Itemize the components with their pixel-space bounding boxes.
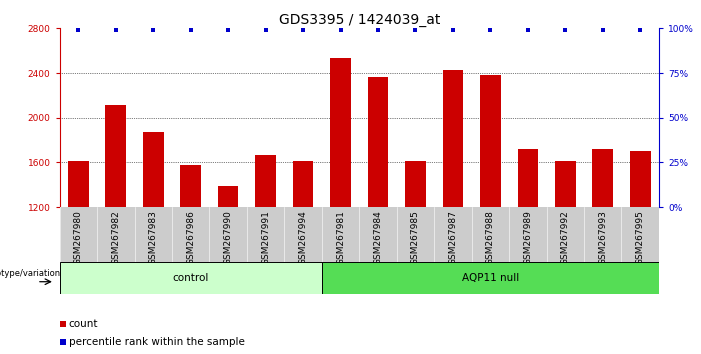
Text: GSM267991: GSM267991	[261, 210, 270, 265]
Bar	[442, 70, 463, 207]
Text: count: count	[69, 319, 98, 329]
Text: GSM267982: GSM267982	[111, 210, 121, 264]
Bar	[405, 161, 426, 207]
Bar	[255, 155, 276, 207]
Bar	[68, 161, 88, 207]
Text: GSM267987: GSM267987	[449, 210, 458, 265]
Text: GSM267981: GSM267981	[336, 210, 345, 265]
Text: GSM267985: GSM267985	[411, 210, 420, 265]
Text: GSM267995: GSM267995	[636, 210, 645, 265]
Bar	[293, 161, 313, 207]
Bar	[218, 186, 238, 207]
Bar	[180, 165, 201, 207]
Text: GSM267993: GSM267993	[598, 210, 607, 265]
Text: control: control	[172, 273, 209, 283]
Text: genotype/variation: genotype/variation	[0, 269, 61, 278]
Text: GSM267983: GSM267983	[149, 210, 158, 265]
Bar	[60, 207, 659, 262]
Bar	[592, 149, 613, 207]
Text: GSM267984: GSM267984	[374, 210, 383, 264]
Bar	[143, 132, 163, 207]
Text: percentile rank within the sample: percentile rank within the sample	[69, 337, 245, 347]
Text: GSM267980: GSM267980	[74, 210, 83, 265]
Bar	[322, 262, 659, 294]
Text: GSM267989: GSM267989	[524, 210, 532, 265]
Text: GSM267992: GSM267992	[561, 210, 570, 264]
Text: GSM267990: GSM267990	[224, 210, 233, 265]
Text: GSM267988: GSM267988	[486, 210, 495, 265]
Text: AQP11 null: AQP11 null	[462, 273, 519, 283]
Bar	[330, 58, 350, 207]
Bar	[517, 149, 538, 207]
Title: GDS3395 / 1424039_at: GDS3395 / 1424039_at	[278, 13, 440, 27]
Bar	[60, 262, 322, 294]
Text: GSM267994: GSM267994	[299, 210, 308, 264]
Bar	[555, 161, 576, 207]
Bar	[105, 105, 126, 207]
Text: GSM267986: GSM267986	[186, 210, 195, 265]
Bar	[480, 75, 501, 207]
Bar	[368, 78, 388, 207]
Bar	[630, 151, 651, 207]
